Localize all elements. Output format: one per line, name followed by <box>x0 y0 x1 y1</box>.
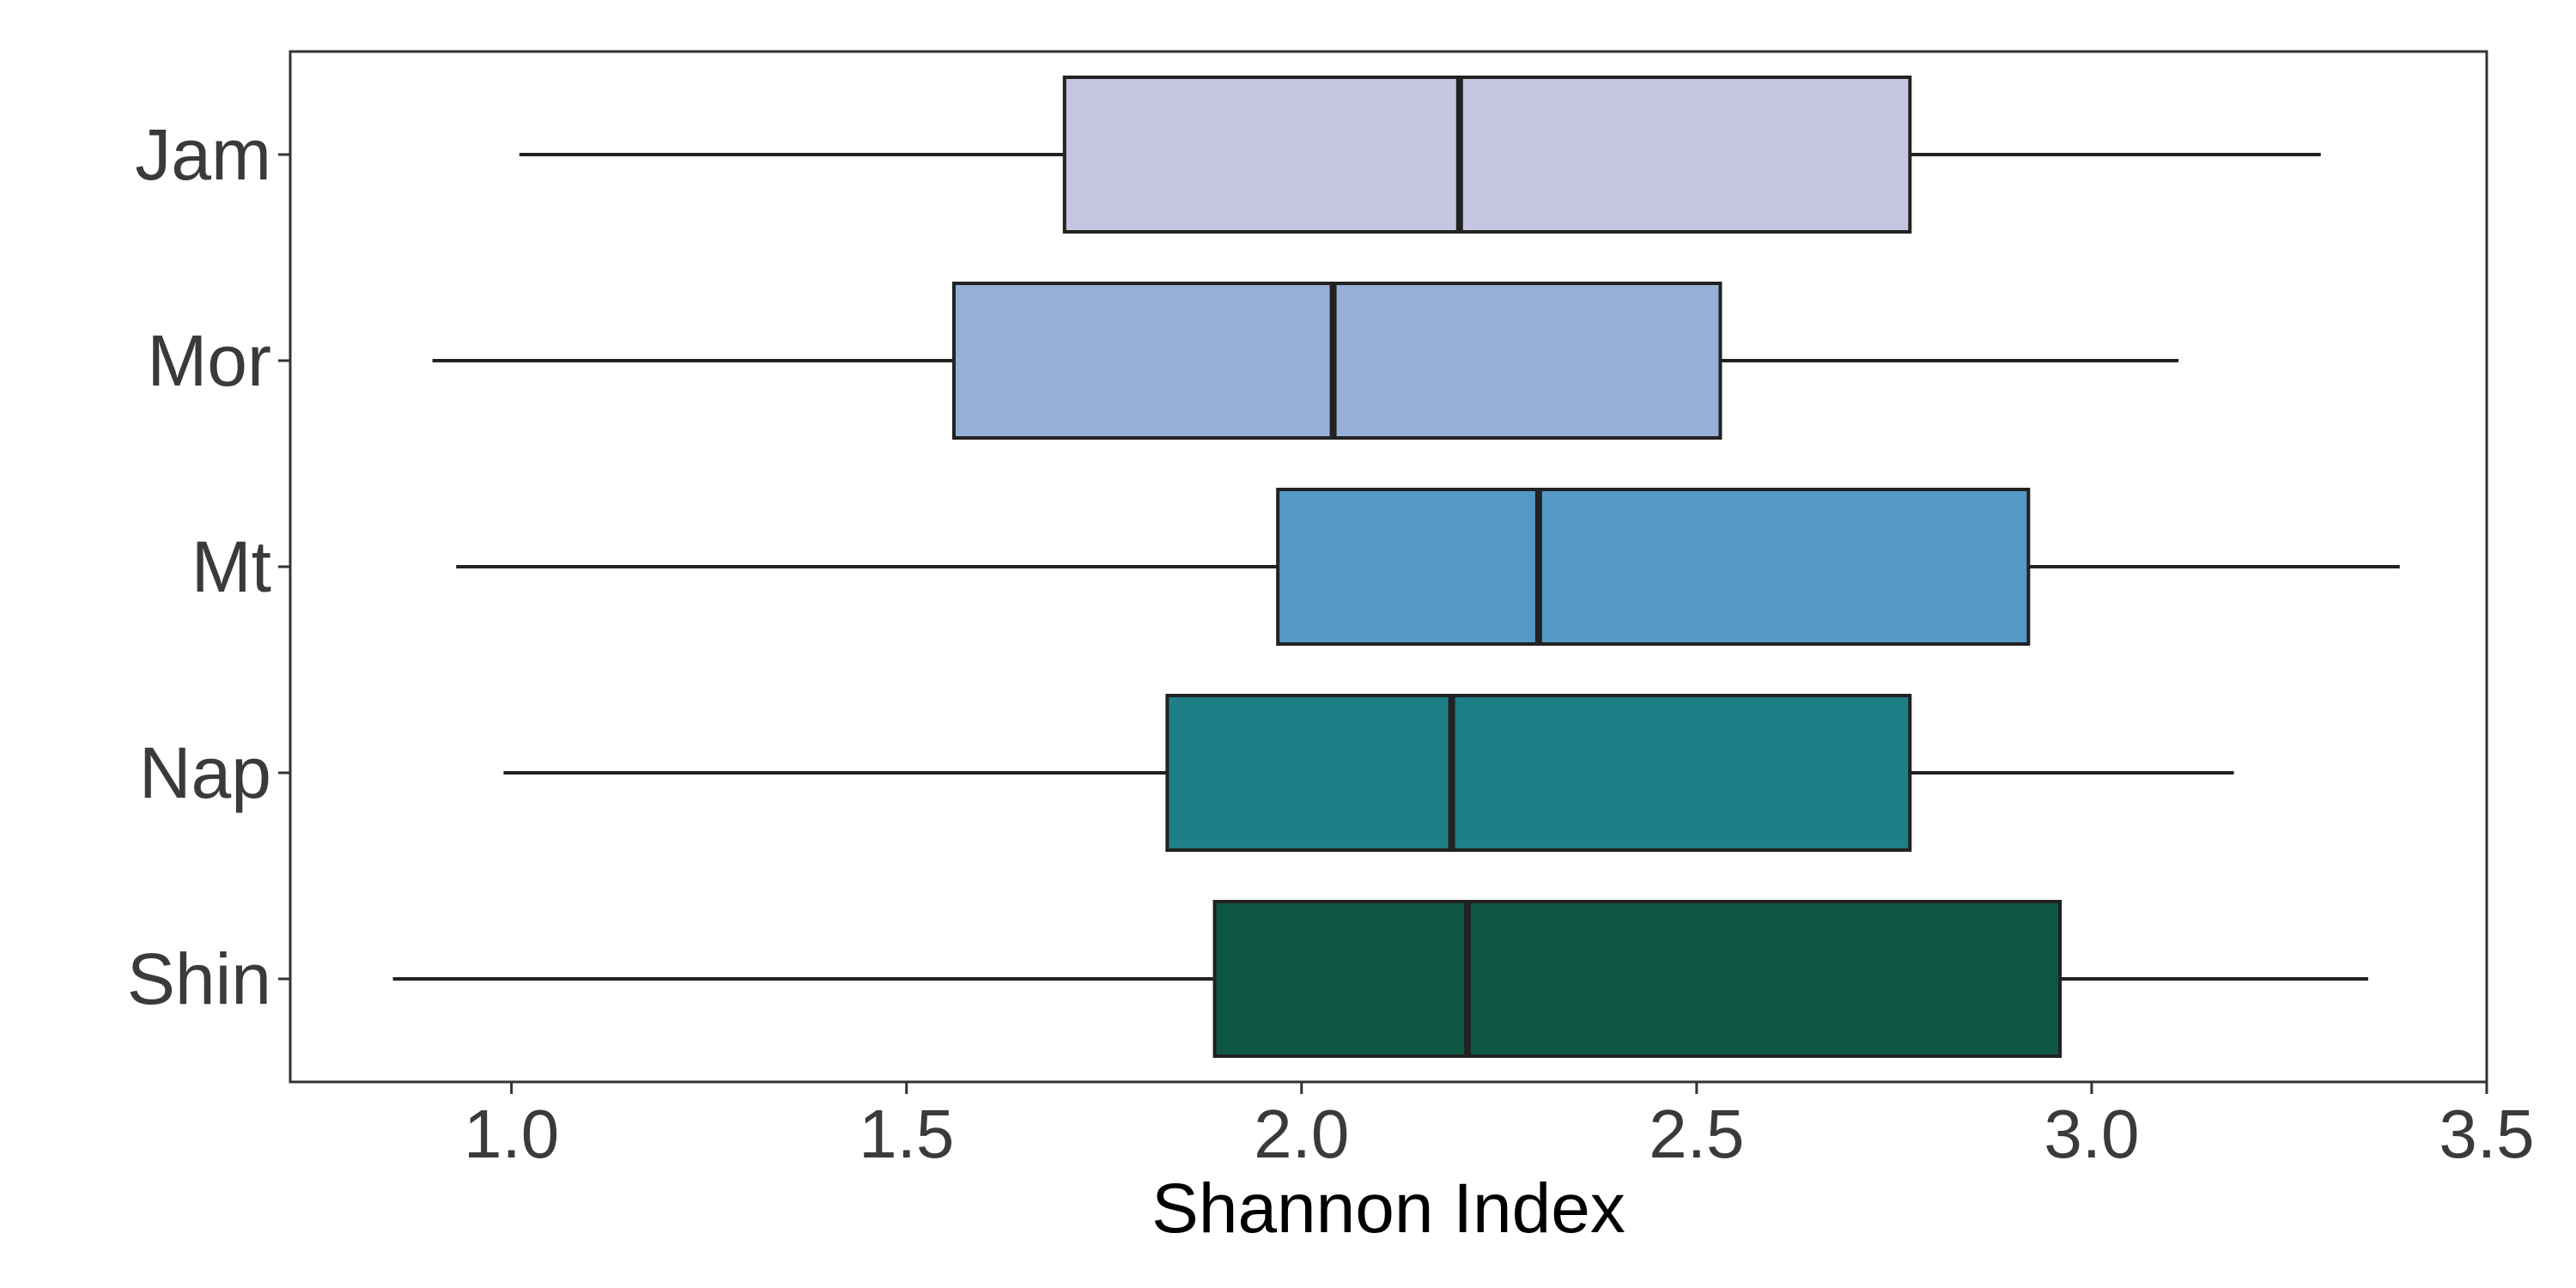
y-tick-label: Nap <box>139 732 271 813</box>
y-tick-label: Jam <box>135 114 271 195</box>
x-tick-label: 1.0 <box>464 1096 559 1172</box>
box-iqr <box>951 282 1722 440</box>
x-tick-label: 3.5 <box>2439 1096 2534 1172</box>
x-tick-label: 1.5 <box>859 1096 954 1172</box>
y-tick-label: Mor <box>147 320 271 401</box>
box-iqr <box>1276 488 2031 646</box>
box-shin <box>392 900 2368 1058</box>
box-jam <box>519 76 2321 234</box>
y-tick-label: Shin <box>127 939 271 1019</box>
box-series <box>392 76 2400 1058</box>
x-tick-label: 3.0 <box>2044 1096 2139 1172</box>
box-iqr <box>1212 900 2063 1058</box>
box-mor <box>432 282 2179 440</box>
x-tick-label: 2.5 <box>1649 1096 1744 1172</box>
y-axis: Jam Mor Mt Nap Shin <box>127 114 290 1019</box>
x-axis: 1.0 1.5 2.0 2.5 3.0 3.5 <box>464 1082 2535 1172</box>
box-nap <box>503 694 2234 852</box>
y-tick-label: Mt <box>191 526 271 607</box>
box-iqr <box>1165 694 1912 852</box>
x-tick-label: 2.0 <box>1254 1096 1349 1172</box>
x-axis-title: Shannon Index <box>1151 1170 1625 1248</box>
box-mt <box>456 488 2400 646</box>
box-iqr <box>1062 76 1912 234</box>
